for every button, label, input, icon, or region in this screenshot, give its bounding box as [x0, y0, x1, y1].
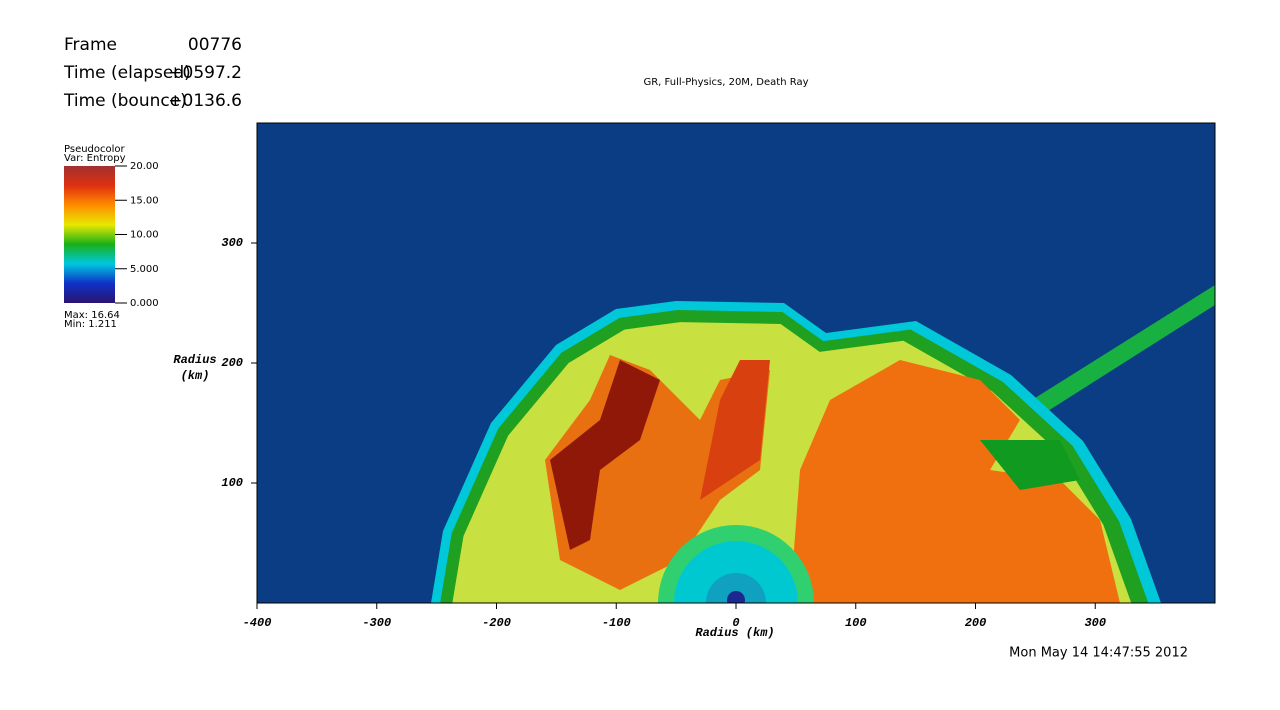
ray	[1000, 285, 1215, 435]
info-value: +0597.2	[168, 63, 242, 83]
info-value: +0136.6	[168, 91, 242, 111]
info-label: Time (bounce)	[63, 91, 187, 111]
x-tick-label: -100	[602, 616, 631, 630]
core-cyan	[674, 541, 798, 603]
y-tick-label: 100	[221, 476, 243, 490]
dark-lobe	[550, 360, 660, 550]
field	[257, 123, 1215, 603]
info-value: 00776	[188, 35, 242, 55]
y-axis-label: Radius	[173, 353, 216, 367]
legend-title: Pseudocolor	[64, 144, 126, 155]
right-lobe	[790, 360, 1120, 603]
colorbar-tick-label: 20.00	[130, 161, 159, 172]
ray-pocket	[980, 440, 1080, 490]
colorbar	[64, 166, 115, 303]
x-tick-label: 100	[845, 616, 867, 630]
info-label: Time (elapsed)	[63, 63, 191, 83]
timestamp: Mon May 14 14:47:55 2012	[1009, 646, 1188, 661]
x-tick-label: -300	[362, 616, 391, 630]
colorbar-tick-label: 0.000	[130, 298, 159, 309]
x-tick-label: -200	[482, 616, 511, 630]
x-axis-label: Radius (km)	[695, 626, 774, 640]
core-inner	[706, 573, 766, 603]
info-label: Frame	[64, 35, 117, 55]
legend-max: Max: 16.64	[64, 310, 120, 321]
y-tick-label: 200	[221, 356, 243, 370]
y-tick-label: 300	[221, 236, 243, 250]
chart-title: GR, Full-Physics, 20M, Death Ray	[643, 77, 808, 88]
legend-min: Min: 1.211	[64, 319, 117, 330]
colorbar-tick-label: 15.00	[130, 195, 159, 206]
colorbar-tick-label: 10.00	[130, 230, 159, 241]
x-tick-label: -400	[243, 616, 272, 630]
legend-variable: Var: Entropy	[64, 153, 126, 164]
y-axis-label: (km)	[181, 369, 210, 383]
colorbar-tick-label: 5.000	[130, 264, 159, 275]
core-center	[727, 591, 745, 603]
left-lobe	[545, 355, 770, 590]
x-tick-label: 200	[965, 616, 987, 630]
x-tick-label: 0	[732, 616, 739, 630]
finger	[700, 360, 770, 500]
x-tick-label: 300	[1084, 616, 1106, 630]
